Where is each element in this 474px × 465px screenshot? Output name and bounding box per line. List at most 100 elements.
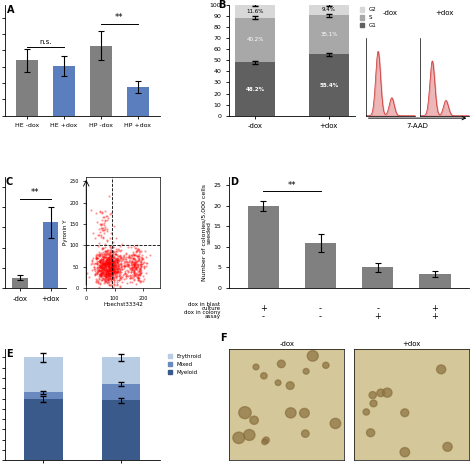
Point <box>128 258 136 265</box>
Point <box>100 258 107 265</box>
Point <box>108 264 115 272</box>
Point <box>109 258 116 266</box>
Point <box>92 253 100 260</box>
Point <box>99 208 106 216</box>
Point <box>107 255 115 263</box>
Point <box>124 260 132 267</box>
Point <box>102 277 109 285</box>
Point <box>131 265 138 272</box>
Point <box>135 255 142 262</box>
Point <box>105 263 113 271</box>
Point <box>102 269 110 276</box>
Point <box>109 269 116 277</box>
Point <box>104 277 112 284</box>
Point <box>104 276 112 284</box>
Point <box>128 278 136 286</box>
Point <box>137 257 145 265</box>
Point <box>96 264 103 272</box>
Point <box>140 265 147 272</box>
Point <box>118 273 125 280</box>
Point <box>95 250 103 258</box>
Point <box>113 259 120 266</box>
Point <box>108 260 115 268</box>
Point <box>111 257 119 265</box>
Point <box>133 273 141 281</box>
Point <box>112 274 119 281</box>
Point <box>110 265 118 272</box>
Point <box>97 267 104 275</box>
Point <box>98 257 105 265</box>
Point <box>97 264 105 271</box>
Point <box>127 268 135 276</box>
Point <box>106 266 114 274</box>
Text: -dox: -dox <box>383 10 398 16</box>
Point <box>102 272 110 279</box>
Point <box>106 260 113 267</box>
Point <box>107 253 115 260</box>
Point <box>136 267 144 275</box>
Bar <box>101 384 140 400</box>
Point <box>134 256 142 263</box>
Point <box>109 260 117 268</box>
Bar <box>309 5 349 15</box>
Point <box>95 272 103 279</box>
Point <box>97 263 105 270</box>
Point <box>128 266 136 273</box>
Point <box>97 257 105 264</box>
Point <box>122 249 130 257</box>
Point <box>131 259 138 267</box>
Point <box>102 253 110 261</box>
Point <box>107 270 115 278</box>
Point <box>110 280 118 287</box>
Point <box>124 262 131 269</box>
Point <box>112 247 120 255</box>
Point <box>126 262 133 269</box>
Point <box>91 270 99 278</box>
Point <box>105 281 112 288</box>
Point <box>107 272 114 279</box>
Point <box>92 259 100 266</box>
Point <box>102 258 109 265</box>
Point <box>132 272 140 279</box>
Point <box>129 273 137 281</box>
Point <box>110 282 118 289</box>
Point <box>112 234 119 241</box>
Bar <box>90 46 112 116</box>
Point <box>125 258 132 266</box>
Point <box>98 226 105 233</box>
Point <box>93 276 100 284</box>
Point <box>107 276 115 283</box>
Point <box>106 269 114 277</box>
Point <box>89 254 97 261</box>
Point <box>137 269 145 277</box>
Point <box>109 266 116 273</box>
X-axis label: Hoechst33342: Hoechst33342 <box>103 302 143 307</box>
Point <box>114 261 121 269</box>
Point <box>104 260 111 267</box>
Point <box>102 274 110 281</box>
Point <box>143 259 150 267</box>
Text: n.s.: n.s. <box>39 39 52 45</box>
Point <box>99 260 106 267</box>
Point <box>105 256 113 264</box>
Circle shape <box>400 448 410 457</box>
Point <box>116 269 123 276</box>
Point <box>100 264 108 272</box>
Point <box>104 259 112 266</box>
Point <box>119 252 127 259</box>
Point <box>105 253 113 261</box>
Point <box>106 266 114 273</box>
Point <box>130 261 137 269</box>
Text: +dox: +dox <box>436 10 454 16</box>
Circle shape <box>233 432 245 444</box>
Point <box>118 262 126 270</box>
Point <box>101 266 109 273</box>
Point <box>96 207 104 214</box>
Point <box>100 229 108 236</box>
Point <box>94 261 101 268</box>
Point <box>110 259 118 266</box>
Point <box>104 259 111 266</box>
Point <box>109 249 117 256</box>
Point <box>99 265 107 272</box>
Point <box>104 270 112 278</box>
